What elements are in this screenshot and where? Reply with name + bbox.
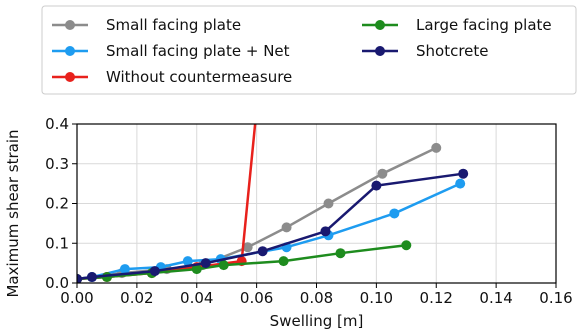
legend-box [41, 5, 577, 95]
data-point-small-facing-plate [377, 168, 388, 179]
legend-marker-small-facing-plate [65, 20, 75, 30]
legend-marker-without-countermeasure [65, 72, 75, 82]
x-tick-label: 0.08 [300, 289, 333, 307]
series-line-large-facing-plate [77, 243, 407, 281]
legend-marker-shotcrete [375, 46, 385, 56]
series-layer [77, 124, 469, 283]
legend-entry-small-facing-plate-net: Small facing plate + Net [52, 42, 290, 60]
ticks: 0.00 0.02 0.04 0.06 0.08 0.10 0.12 0.14 0.16 0.0 0… [45, 115, 573, 307]
data-point-small-facing-plate [242, 242, 253, 253]
legend-marker-small-facing-plate-net [65, 46, 75, 56]
legend-marker-large-facing-plate [375, 20, 385, 30]
x-axis-label: Swelling [m] [270, 312, 364, 330]
series-shotcrete [77, 168, 469, 283]
data-point-large-facing-plate [401, 240, 412, 251]
x-tick-label: 0.12 [420, 289, 453, 307]
x-tick-label: 0.06 [240, 289, 273, 307]
data-point-small-facing-plate-net [182, 256, 193, 267]
legend-entry-large-facing-plate: Large facing plate [362, 16, 552, 34]
x-tick-label: 0.14 [479, 289, 512, 307]
data-point-small-facing-plate [323, 198, 334, 209]
y-tick-label: 0.4 [45, 115, 69, 133]
legend-entry-without-countermeasure: Without countermeasure [52, 68, 292, 86]
y-tick-label: 0.1 [45, 234, 69, 252]
legend-label-without-countermeasure: Without countermeasure [106, 68, 292, 86]
legend-label-large-facing-plate: Large facing plate [416, 16, 552, 34]
x-tick-label: 0.10 [360, 289, 393, 307]
data-point-small-facing-plate-net [119, 264, 130, 275]
x-tick-label: 0.02 [120, 289, 153, 307]
y-tick-label: 0.0 [45, 274, 69, 292]
y-axis-label: Maximum shear strain [4, 129, 22, 297]
x-tick-label: 0.04 [180, 289, 213, 307]
data-point-shotcrete [320, 226, 331, 237]
legend-label-small-facing-plate: Small facing plate [106, 16, 241, 34]
data-point-small-facing-plate-net [389, 208, 400, 219]
data-point-small-facing-plate [281, 222, 292, 233]
legend-label-shotcrete: Shotcrete [416, 42, 489, 60]
data-point-shotcrete [257, 246, 268, 257]
y-tick-label: 0.2 [45, 195, 69, 213]
data-point-large-facing-plate [335, 248, 346, 259]
legend: Small facing plate Small facing plate + … [41, 5, 577, 95]
y-tick-label: 0.3 [45, 155, 69, 173]
series-line-shotcrete [77, 172, 464, 281]
data-point-large-facing-plate [191, 264, 202, 275]
data-point-shotcrete [371, 180, 382, 191]
data-point-shotcrete [200, 258, 211, 269]
legend-entry-small-facing-plate: Small facing plate [52, 16, 241, 34]
data-point-shotcrete [149, 266, 160, 277]
data-point-small-facing-plate [431, 142, 442, 153]
data-point-shotcrete [77, 274, 82, 283]
x-tick-label: 0.00 [60, 289, 93, 307]
x-tick-label: 0.16 [539, 289, 572, 307]
data-point-large-facing-plate [218, 260, 229, 271]
legend-entry-shotcrete: Shotcrete [362, 42, 489, 60]
legend-label-small-facing-plate-net: Small facing plate + Net [106, 42, 290, 60]
data-point-shotcrete [86, 272, 97, 283]
data-point-small-facing-plate-net [455, 178, 466, 189]
data-point-large-facing-plate [278, 256, 289, 267]
data-point-shotcrete [458, 168, 469, 179]
